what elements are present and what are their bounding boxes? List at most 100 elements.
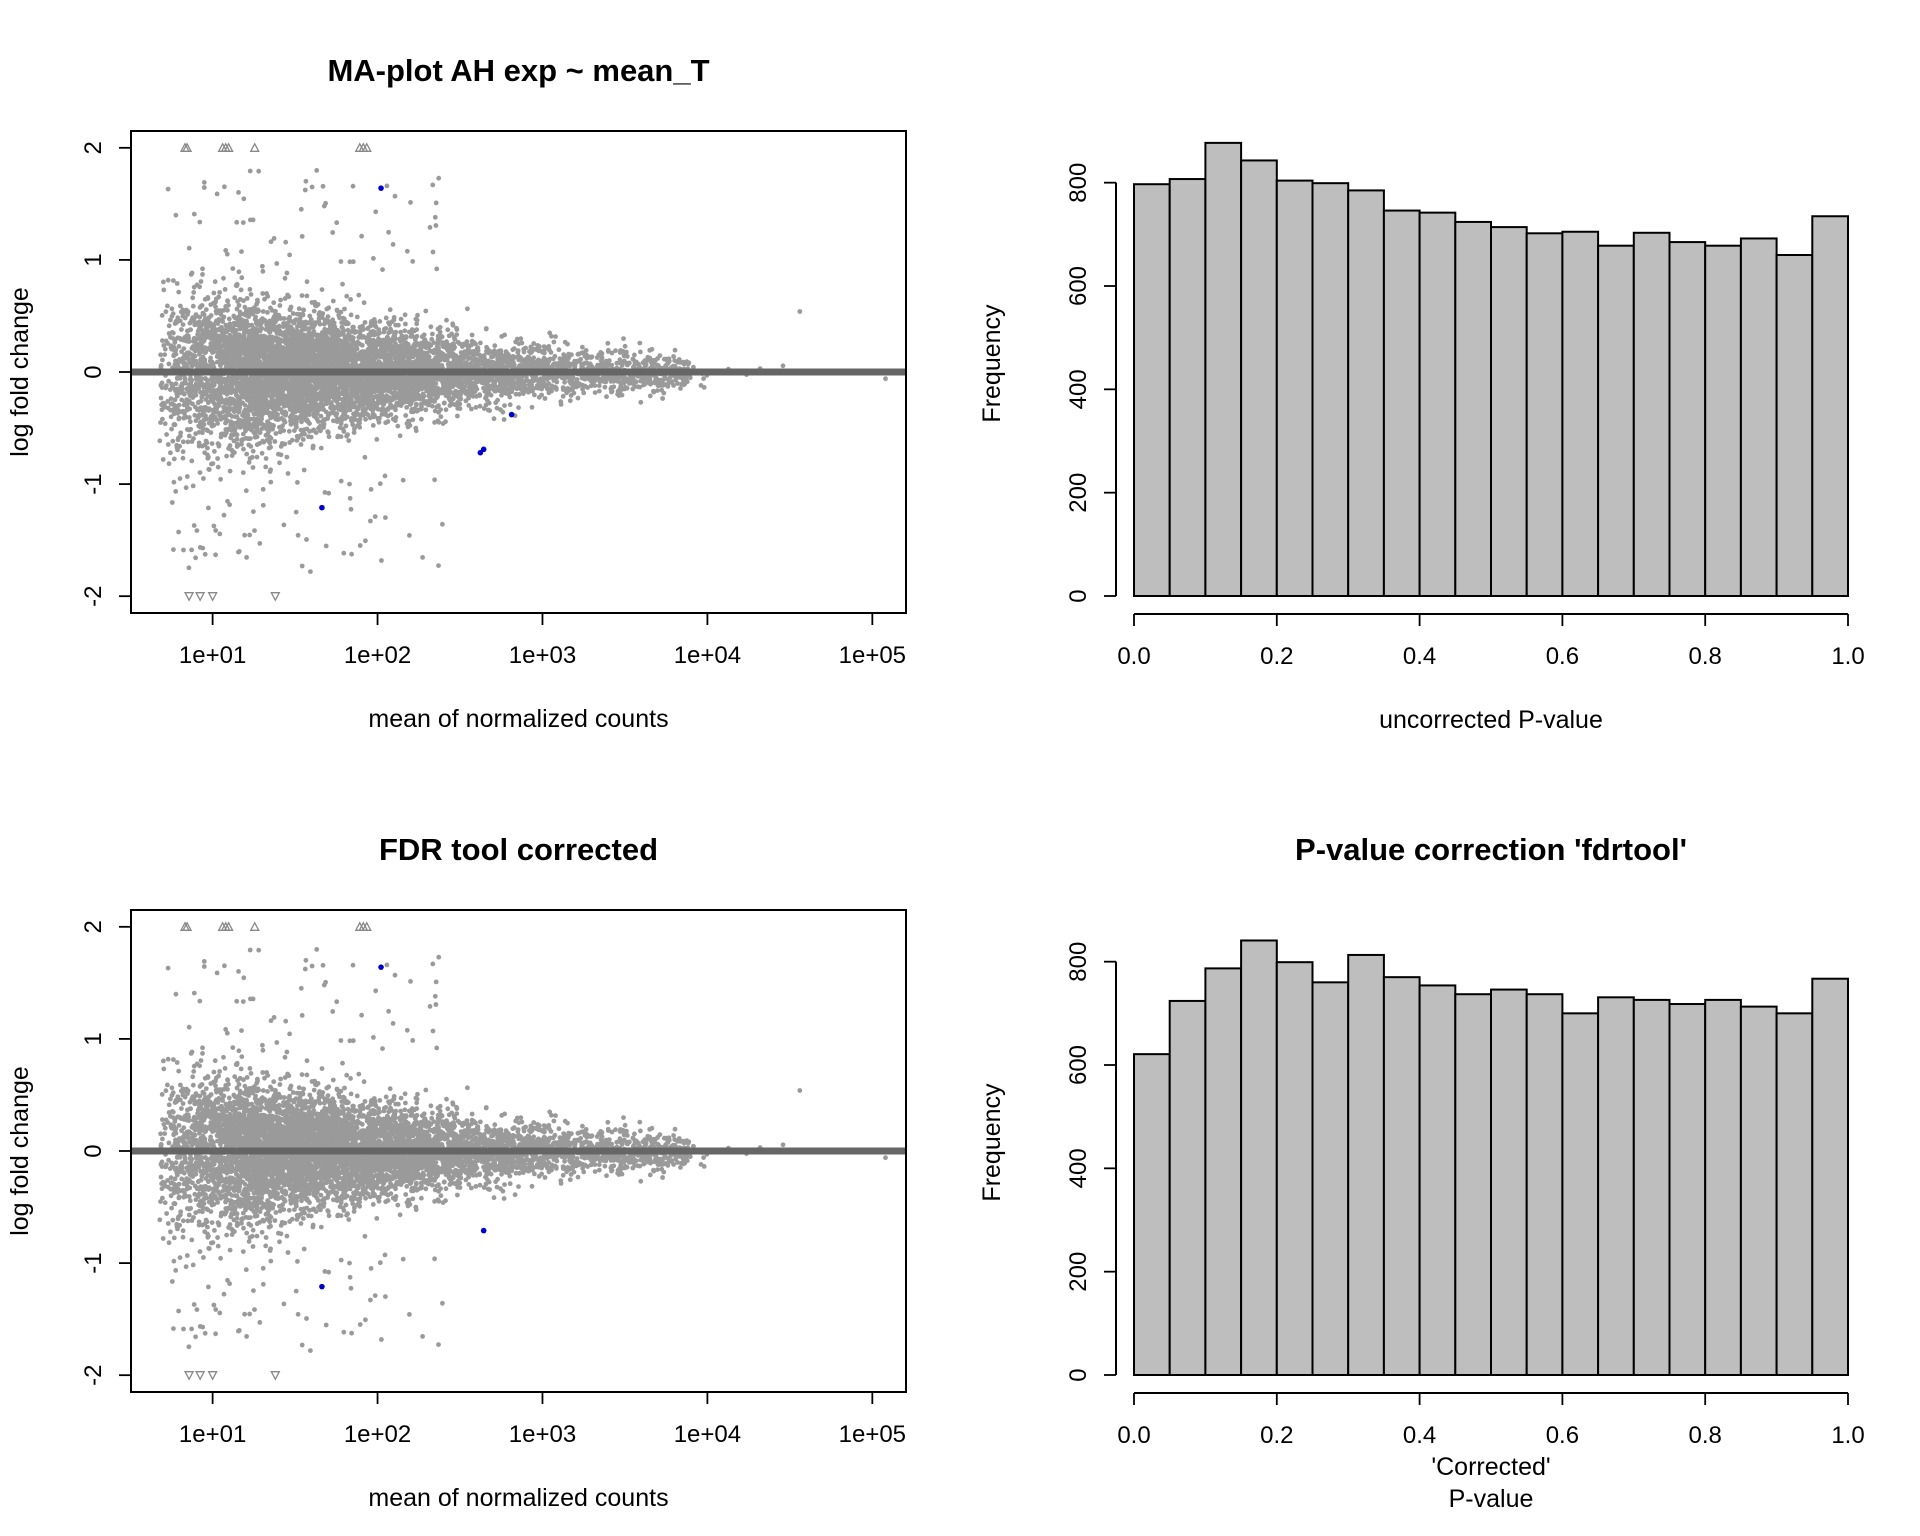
data-point: [345, 327, 351, 333]
data-point: [678, 386, 683, 391]
data-point: [232, 387, 238, 393]
data-point: [404, 405, 410, 410]
data-point: [181, 415, 187, 421]
data-point: [228, 427, 234, 433]
data-point: [172, 422, 177, 427]
data-point: [304, 279, 310, 285]
data-point: [326, 434, 332, 440]
data-point: [393, 348, 399, 353]
data-point: [191, 290, 197, 295]
data-point: [468, 355, 474, 361]
data-point: [171, 456, 177, 462]
data-point: [318, 413, 324, 419]
data-point: [158, 352, 164, 358]
data-point: [165, 277, 171, 283]
data-point: [181, 391, 187, 397]
data-point: [311, 308, 317, 314]
data-point: [180, 455, 186, 461]
data-point: [657, 353, 663, 358]
data-point: [282, 275, 288, 281]
data-point: [173, 489, 179, 494]
data-point: [331, 418, 336, 424]
data-point: [174, 281, 180, 286]
data-point: [311, 329, 317, 334]
data-point: [386, 320, 391, 326]
data-point: [227, 468, 233, 474]
data-point: [307, 429, 312, 434]
data-point: [240, 470, 246, 475]
data-point: [575, 395, 581, 401]
data-point: [507, 402, 513, 408]
data-point: [265, 310, 270, 315]
data-point: [383, 315, 389, 321]
data-point: [427, 398, 433, 404]
data-point: [177, 476, 183, 481]
data-point: [187, 399, 193, 405]
data-point: [190, 295, 196, 301]
data-point: [250, 448, 256, 454]
data-point: [163, 309, 169, 315]
data-point: [450, 321, 456, 327]
data-point: [605, 340, 611, 346]
data-point: [486, 400, 492, 406]
data-point: [474, 393, 479, 399]
data-point: [166, 323, 172, 329]
data-point: [168, 414, 174, 420]
data-point: [481, 406, 487, 411]
data-point: [437, 329, 443, 335]
data-point: [223, 427, 229, 432]
data-point: [622, 343, 628, 349]
data-point: [244, 451, 250, 457]
data-point: [177, 335, 183, 341]
data-point: [171, 479, 177, 485]
data-point: [234, 306, 240, 312]
data-point: [201, 476, 206, 481]
data-point: [177, 318, 183, 324]
data-point: [541, 344, 547, 349]
data-point: [171, 278, 176, 283]
data-point: [621, 352, 627, 358]
data-point: [176, 289, 182, 295]
data-point: [211, 300, 217, 306]
data-point: [263, 464, 269, 470]
data-point: [260, 309, 266, 314]
data-point: [419, 416, 424, 422]
data-point: [268, 467, 273, 473]
data-point: [562, 339, 568, 345]
data-point: [224, 329, 230, 335]
data-point: [290, 311, 296, 316]
data-point: [494, 405, 500, 411]
data-point: [780, 363, 786, 369]
data-point: [325, 430, 331, 435]
data-point: [304, 293, 310, 299]
data-point: [272, 439, 278, 444]
data-point: [539, 392, 544, 398]
data-point: [473, 405, 479, 410]
data-point: [637, 340, 643, 346]
data-point: [430, 331, 435, 337]
data-point: [399, 382, 405, 388]
data-point: [189, 363, 195, 369]
data-point: [455, 413, 460, 419]
data-point: [158, 395, 164, 401]
data-point: [225, 298, 230, 304]
data-point: [560, 393, 566, 399]
data-point: [348, 312, 354, 318]
data-point: [200, 266, 205, 272]
data-point: [454, 327, 460, 332]
data-point: [454, 332, 460, 337]
data-point: [596, 388, 602, 394]
data-point: [199, 344, 205, 350]
data-point: [202, 296, 208, 302]
data-point: [554, 379, 560, 385]
data-point: [444, 317, 449, 323]
data-point: [161, 279, 166, 285]
data-point: [638, 399, 644, 405]
data-point: [552, 353, 558, 359]
data-point: [445, 327, 451, 333]
data-point: [234, 436, 240, 442]
data-point: [236, 269, 242, 275]
data-point: [395, 423, 401, 429]
chart-title: MA-plot AH exp ~ mean_T: [327, 53, 709, 88]
data-point: [316, 425, 321, 431]
